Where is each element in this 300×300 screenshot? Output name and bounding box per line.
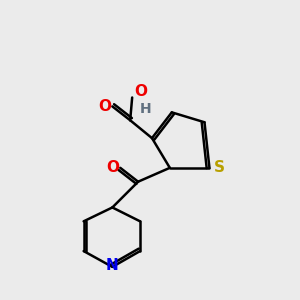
Text: N: N <box>106 258 119 273</box>
Text: S: S <box>213 160 224 175</box>
Text: O: O <box>98 99 111 114</box>
Text: O: O <box>106 160 119 175</box>
Text: H: H <box>140 102 152 116</box>
Text: O: O <box>134 85 147 100</box>
